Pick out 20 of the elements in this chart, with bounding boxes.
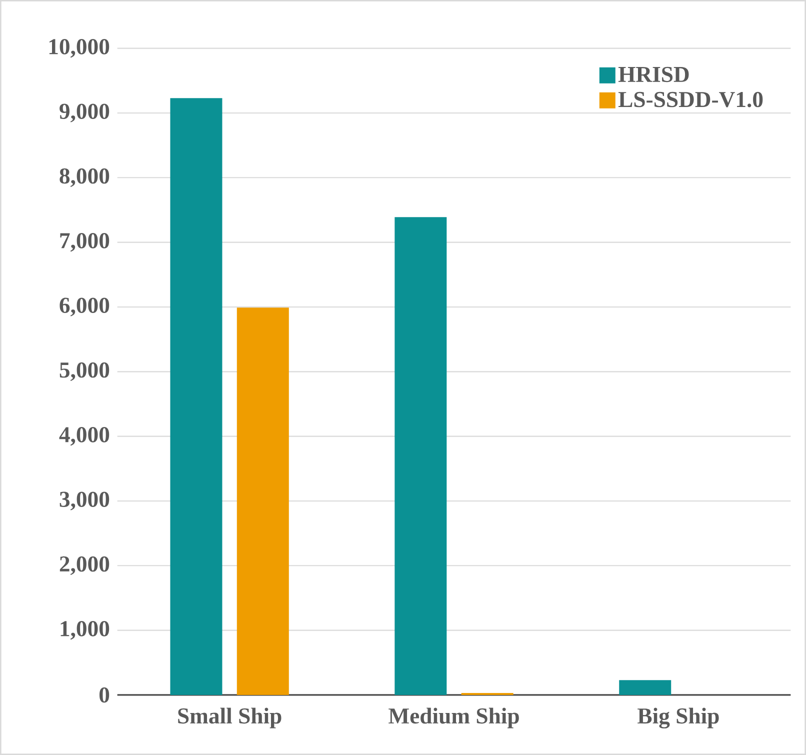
bar — [394, 217, 447, 695]
x-tick-label: Small Ship — [178, 708, 282, 728]
y-tick-label: 2,000 — [60, 556, 110, 575]
y-tick-label: 8,000 — [60, 168, 110, 187]
y-tick-label: 7,000 — [60, 233, 110, 252]
x-tick-label: Medium Ship — [388, 708, 519, 728]
bar — [619, 680, 672, 695]
y-tick-label: 5,000 — [60, 362, 110, 381]
y-tick-label: 3,000 — [60, 492, 110, 510]
y-tick-label: 10,000 — [49, 39, 110, 58]
bar — [170, 98, 222, 695]
legend-label: HRISD — [618, 66, 689, 82]
y-tick-label: 6,000 — [60, 298, 110, 316]
y-tick-label: 9,000 — [60, 104, 110, 122]
y-tick-label: 1,000 — [60, 621, 110, 640]
legend-label: LS-SSDD-V1.0 — [618, 92, 763, 108]
y-tick-label: 0 — [99, 687, 110, 703]
x-tick-label: Big Ship — [638, 708, 719, 728]
bar — [236, 308, 289, 695]
y-tick-label: 4,000 — [59, 427, 110, 446]
